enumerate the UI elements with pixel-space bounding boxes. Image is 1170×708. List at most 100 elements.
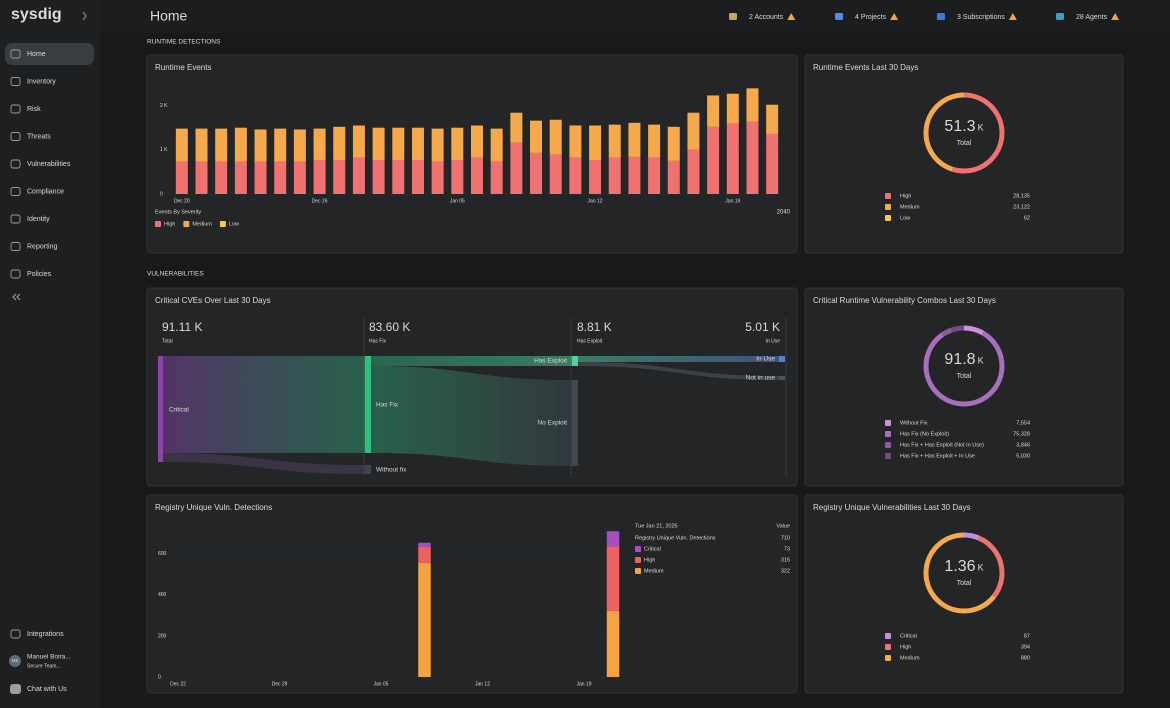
donut-segment[interactable]: [923, 325, 1005, 407]
bar-segment[interactable]: [606, 546, 620, 611]
bar-segment[interactable]: [372, 159, 385, 194]
bar-segment[interactable]: [707, 95, 720, 127]
bar-segment[interactable]: [569, 125, 582, 158]
bar-segment[interactable]: [392, 127, 405, 160]
bar-segment[interactable]: [175, 161, 188, 194]
bar-segment[interactable]: [418, 542, 431, 547]
bar-segment[interactable]: [215, 161, 228, 194]
legend-label[interactable]: Has Fix (No Exploit): [900, 431, 949, 437]
legend-label[interactable]: Medium: [192, 221, 212, 227]
bar-segment[interactable]: [352, 125, 365, 158]
bar-segment[interactable]: [648, 124, 661, 158]
nav-item[interactable]: Vulnerabilities: [27, 161, 71, 168]
active-nav-pill[interactable]: [5, 43, 94, 65]
bar-segment[interactable]: [274, 161, 287, 194]
bar-segment[interactable]: [490, 161, 503, 194]
bar-segment[interactable]: [549, 119, 562, 155]
bar-segment[interactable]: [726, 93, 739, 124]
bar-segment[interactable]: [418, 562, 431, 677]
sankey-node[interactable]: [365, 465, 371, 474]
donut-segment[interactable]: [923, 532, 1005, 614]
sankey-node[interactable]: [158, 356, 163, 462]
badge[interactable]: 28 Agents: [1076, 14, 1108, 21]
nav-item[interactable]: Inventory: [27, 78, 56, 85]
nav-item[interactable]: Compliance: [27, 188, 64, 195]
bar-segment[interactable]: [333, 159, 346, 194]
nav-item[interactable]: Threats: [27, 133, 51, 140]
bar-segment[interactable]: [648, 157, 661, 194]
bar-segment[interactable]: [451, 127, 464, 160]
nav-item[interactable]: Chat with Us: [27, 686, 67, 693]
bar-segment[interactable]: [667, 126, 680, 161]
bar-segment[interactable]: [726, 123, 739, 194]
bar-segment[interactable]: [372, 127, 385, 160]
badge[interactable]: 3 Subscriptions: [957, 14, 1005, 21]
bar-segment[interactable]: [215, 128, 228, 162]
bar-segment[interactable]: [589, 125, 602, 160]
bar-segment[interactable]: [628, 122, 641, 157]
donut-segment[interactable]: [923, 325, 1005, 407]
nav-item[interactable]: Identity: [27, 216, 50, 223]
bar-segment[interactable]: [549, 154, 562, 194]
bar-segment[interactable]: [254, 129, 267, 162]
bar-segment[interactable]: [490, 128, 503, 162]
legend-label[interactable]: Has Fix + Has Exploit + In Use: [900, 453, 975, 459]
legend-label[interactable]: High: [900, 193, 911, 199]
bar-segment[interactable]: [411, 159, 424, 194]
bar-segment[interactable]: [195, 161, 208, 194]
bar-segment[interactable]: [234, 127, 247, 162]
legend-label[interactable]: Low: [229, 221, 239, 227]
nav-item[interactable]: Reporting: [27, 243, 57, 250]
bar-segment[interactable]: [313, 159, 326, 194]
sankey-node[interactable]: [365, 356, 371, 453]
bar-segment[interactable]: [510, 142, 523, 194]
nav-item[interactable]: Policies: [27, 271, 52, 278]
bar-segment[interactable]: [606, 610, 620, 677]
sankey-node[interactable]: [779, 376, 785, 380]
bar-segment[interactable]: [392, 159, 405, 194]
sankey-node[interactable]: [572, 380, 578, 466]
bar-segment[interactable]: [687, 149, 700, 194]
bar-segment[interactable]: [418, 546, 431, 563]
bar-segment[interactable]: [411, 127, 424, 160]
donut-segment[interactable]: [923, 92, 1005, 174]
bar-segment[interactable]: [530, 120, 543, 153]
bar-segment[interactable]: [293, 129, 306, 162]
bar-segment[interactable]: [333, 126, 346, 160]
bar-segment[interactable]: [530, 152, 543, 194]
bar-segment[interactable]: [569, 157, 582, 194]
bar-segment[interactable]: [510, 112, 523, 143]
bar-segment[interactable]: [606, 531, 620, 547]
user-name[interactable]: Manuel Boira...: [27, 654, 71, 661]
legend-label[interactable]: Medium: [900, 204, 920, 210]
legend-label[interactable]: Has Fix + Has Exploit (Not In Use): [900, 442, 984, 448]
legend-label[interactable]: Low: [900, 215, 910, 221]
nav-item[interactable]: Risk: [27, 106, 41, 113]
bar-segment[interactable]: [746, 121, 759, 194]
bar-segment[interactable]: [195, 128, 208, 162]
expand-icon[interactable]: [82, 11, 87, 21]
legend-label[interactable]: High: [164, 221, 175, 227]
badge[interactable]: 2 Accounts: [749, 14, 784, 21]
bar-segment[interactable]: [628, 156, 641, 194]
bar-segment[interactable]: [431, 128, 444, 162]
bar-segment[interactable]: [766, 104, 779, 134]
bar-segment[interactable]: [293, 161, 306, 194]
bar-segment[interactable]: [175, 128, 188, 162]
badge[interactable]: 4 Projects: [855, 14, 887, 21]
collapse-icon[interactable]: [12, 293, 21, 301]
bar-segment[interactable]: [589, 159, 602, 194]
bar-segment[interactable]: [746, 88, 759, 122]
bar-segment[interactable]: [431, 161, 444, 194]
legend-label[interactable]: Critical: [900, 633, 917, 639]
bar-segment[interactable]: [667, 160, 680, 194]
legend-label[interactable]: Medium: [900, 655, 920, 661]
bar-segment[interactable]: [766, 133, 779, 194]
bar-segment[interactable]: [471, 157, 483, 194]
legend-label[interactable]: High: [900, 644, 911, 650]
bar-segment[interactable]: [234, 161, 247, 194]
sankey-node[interactable]: [779, 356, 785, 362]
nav-item[interactable]: Integrations: [27, 631, 64, 638]
bar-segment[interactable]: [687, 112, 700, 150]
bar-segment[interactable]: [274, 128, 287, 162]
